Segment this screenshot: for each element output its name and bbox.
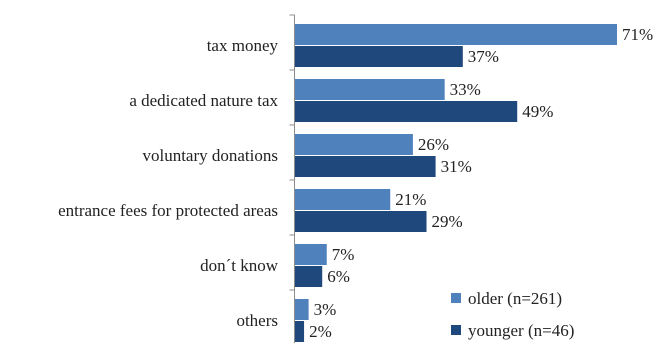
data-label: 71% [622,25,653,44]
bar-younger [295,46,463,67]
bar-older [295,24,617,45]
bar-older [295,189,391,210]
data-label: 37% [468,47,499,66]
category-label: others [236,311,278,330]
data-label: 31% [441,157,472,176]
legend-label-older: older (n=261) [468,289,562,308]
data-label: 21% [395,190,426,209]
legend: older (n=261) younger (n=46) [451,289,574,340]
bar-younger [295,211,427,232]
bar-younger [295,266,323,287]
legend-swatch-younger [451,325,461,335]
bar-older [295,244,327,265]
category-label: entrance fees for protected areas [58,201,278,220]
category-label: tax money [207,36,279,55]
data-label: 26% [418,135,449,154]
data-label: 6% [327,267,350,286]
data-label: 49% [522,102,553,121]
plot-area: tax money 71% 37% a dedicated nature tax 33%… [58,14,653,343]
data-label: 3% [314,300,337,319]
data-label: 29% [432,212,463,231]
bar-younger [295,156,436,177]
bar-older [295,299,309,320]
legend-swatch-older [451,293,461,303]
data-label: 2% [309,322,332,341]
bar-younger [295,321,305,342]
data-label: 7% [332,245,355,264]
legend-label-younger: younger (n=46) [468,321,574,340]
category-label: voluntary donations [142,146,278,165]
data-label: 33% [450,80,481,99]
bar-older [295,79,445,100]
category-label: a dedicated nature tax [129,91,278,110]
category-label: don´t know [200,256,279,275]
bar-older [295,134,413,155]
bar-younger [295,101,518,122]
